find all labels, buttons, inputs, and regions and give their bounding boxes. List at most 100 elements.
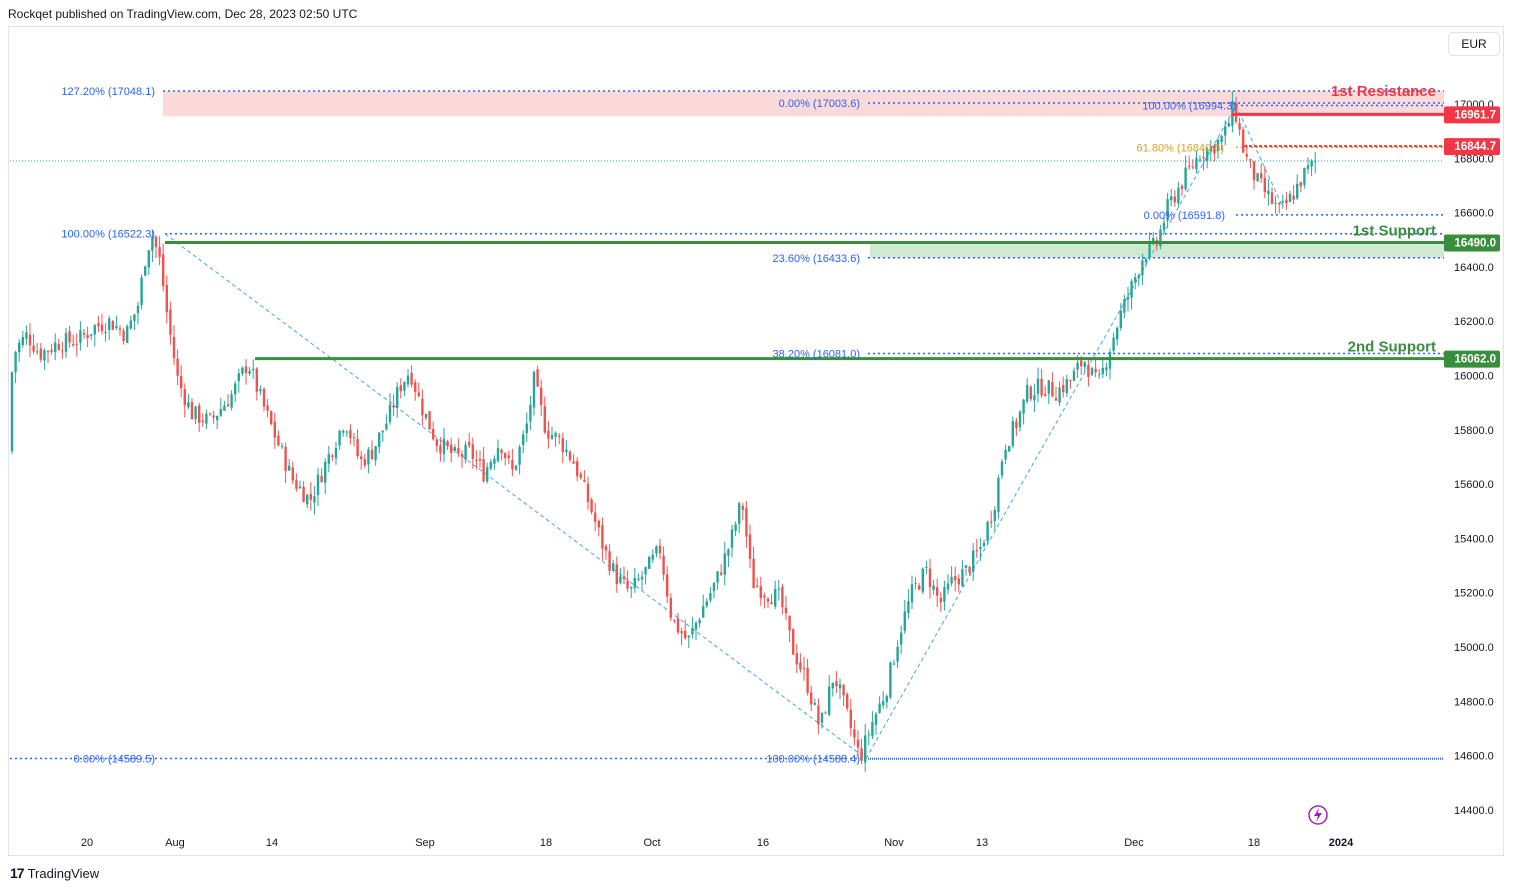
- candle-body: [180, 375, 183, 389]
- candle-body: [633, 578, 636, 588]
- candle-body: [230, 394, 233, 408]
- candle-body: [1069, 380, 1072, 382]
- tradingview-footer[interactable]: 17 TradingView: [10, 865, 99, 881]
- candle-body: [1227, 123, 1230, 127]
- candle-body: [1094, 368, 1097, 373]
- candle-body: [108, 318, 111, 330]
- candle-body: [126, 326, 129, 343]
- candle-body: [421, 398, 424, 416]
- candle-body: [734, 524, 737, 531]
- candle-body: [723, 553, 726, 575]
- x-tick-1: Aug: [165, 837, 185, 849]
- candle-body: [1004, 449, 1007, 460]
- candle-body: [158, 247, 161, 258]
- candle-body: [295, 480, 298, 489]
- candle-body: [536, 369, 539, 387]
- candle-body: [1011, 421, 1014, 446]
- candle-body: [842, 684, 845, 696]
- fib-label-mid-1: 23.60% (16433.6): [773, 253, 860, 265]
- currency-button[interactable]: EUR: [1448, 32, 1500, 56]
- candle-body: [1274, 202, 1277, 204]
- candle-body: [561, 437, 564, 453]
- candle-body: [907, 601, 910, 614]
- candle-body: [748, 534, 752, 559]
- candle-body: [1173, 196, 1176, 203]
- candle-body: [1083, 362, 1086, 368]
- candle-body: [1166, 199, 1169, 221]
- fib-label-left-1: 100.00% (16522.3): [61, 229, 155, 241]
- candle-body: [529, 404, 532, 422]
- candle-body: [64, 333, 68, 352]
- candle-body: [187, 402, 190, 408]
- candle-body: [680, 631, 683, 634]
- candle-body: [1148, 241, 1151, 258]
- candle-body: [1137, 275, 1140, 279]
- candle-body: [471, 444, 474, 459]
- candle-body: [824, 712, 827, 714]
- candle-body: [1015, 421, 1018, 429]
- candle-body: [828, 686, 831, 715]
- candle-body: [1288, 193, 1292, 203]
- candle-body: [493, 458, 496, 464]
- candle-body: [367, 449, 370, 465]
- candle-body: [979, 547, 982, 549]
- candle-body: [1256, 173, 1259, 182]
- candle-body: [1314, 160, 1317, 162]
- candle-body: [1238, 123, 1241, 130]
- candle-body: [936, 587, 939, 596]
- candle-body: [266, 405, 269, 411]
- candle-body: [990, 521, 993, 523]
- candle-body: [219, 409, 222, 416]
- candle-body: [194, 406, 197, 420]
- candle-body: [835, 681, 838, 687]
- candle-body: [122, 330, 125, 342]
- y-tick-13: 14400.0: [1454, 805, 1494, 817]
- candle-body: [1198, 159, 1202, 161]
- candle-body: [1054, 397, 1058, 401]
- candle-body: [864, 735, 867, 763]
- fib-label-mid-2: 38.20% (16081.0): [773, 349, 860, 361]
- candle-body: [147, 250, 150, 268]
- candle-body: [385, 423, 388, 430]
- candle-body: [212, 415, 215, 418]
- candle-body: [1191, 166, 1194, 168]
- candle-body: [72, 343, 75, 346]
- candle-body: [478, 458, 482, 461]
- support-label-1: 1st Support: [1353, 222, 1436, 239]
- candle-body: [1098, 374, 1101, 376]
- candle-body: [727, 549, 730, 556]
- fib-label-right-2: 0.00% (16591.8): [1144, 210, 1225, 222]
- candle-body: [201, 420, 204, 423]
- y-tick-3: 16400.0: [1454, 262, 1494, 274]
- candle-body: [932, 585, 935, 590]
- fib-label-mid-3: 100.00% (14588.4): [766, 754, 860, 766]
- candle-body: [1206, 148, 1209, 161]
- chart-frame[interactable]: [8, 26, 1504, 856]
- candle-body: [507, 455, 510, 459]
- candle-body: [925, 566, 928, 568]
- candle-body: [50, 349, 53, 352]
- candle-body: [622, 576, 626, 579]
- candle-body: [1072, 370, 1076, 381]
- candle-body: [986, 521, 989, 542]
- candle-body: [1292, 195, 1295, 200]
- candle-body: [921, 568, 924, 592]
- price-tag-0: 16961.7: [1444, 106, 1500, 124]
- candle-body: [1123, 299, 1126, 313]
- candle-body: [172, 336, 176, 359]
- candle-body: [1134, 277, 1137, 282]
- fib-trend-up: [865, 105, 1237, 759]
- candle-body: [1177, 187, 1180, 204]
- candle-body: [151, 236, 154, 251]
- candle-body: [619, 576, 622, 583]
- candle-body: [640, 576, 644, 580]
- candle-body: [608, 551, 611, 571]
- candle-body: [111, 320, 114, 330]
- candle-body: [590, 499, 593, 513]
- candle-body: [349, 429, 352, 439]
- candle-body: [1260, 173, 1263, 179]
- candle-body: [32, 345, 35, 352]
- price-tag-2: 16490.0: [1444, 234, 1500, 252]
- candle-body: [1040, 378, 1043, 396]
